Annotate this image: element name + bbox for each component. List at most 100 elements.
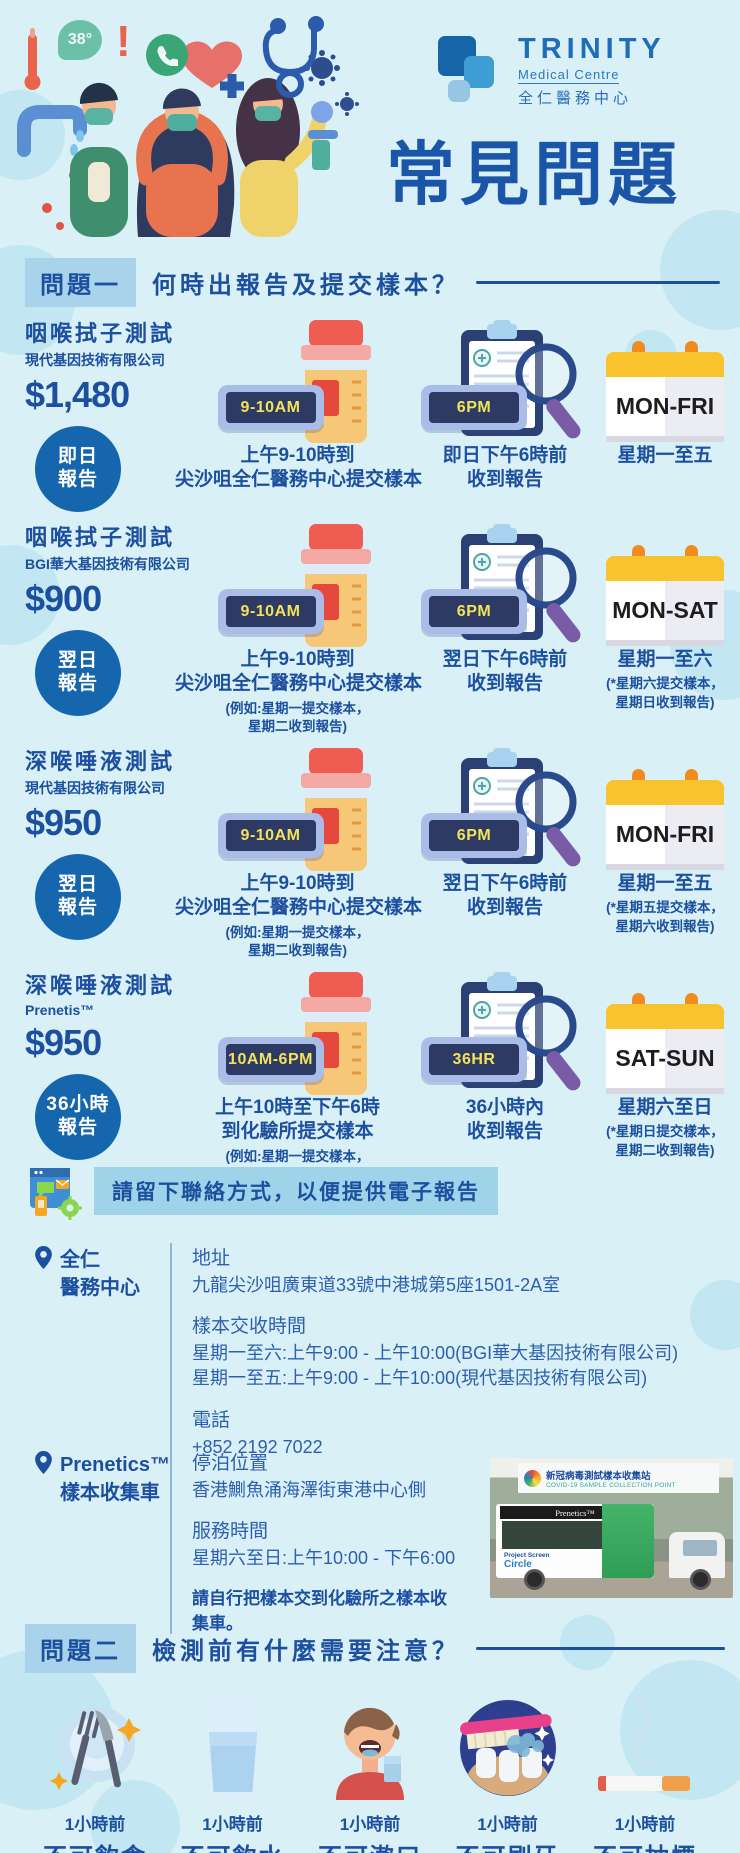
submit-caption: 尖沙咀全仁醫務中心提交樣本 (175, 469, 423, 491)
submit-time-display: 9-10AM (217, 589, 324, 634)
sample-bottle-icon: 9-10AM (217, 748, 378, 872)
location-pin-icon (35, 1246, 52, 1269)
trinity-logo-mark-icon (438, 34, 504, 106)
deco-blob (560, 1615, 615, 1670)
submit-time-display: 9-10AM (217, 813, 324, 859)
calendar-icon: SAT-SUN (606, 993, 724, 1089)
report-speed-badge: 即日 報告 (35, 426, 121, 512)
test-name: 咽喉拭子測試 (25, 525, 176, 550)
truck-footnote: 請自行把樣本交到化驗所之樣本收集車。 (192, 1589, 447, 1634)
sample-hours-block: 樣本交收時間 星期一至六:上午9:00 - 上午10:00(BGI華大基因技術有… (192, 1316, 679, 1389)
report-speed-badge: 翌日 報告 (35, 854, 121, 941)
calendar-icon: MON-FRI (606, 769, 724, 865)
submit-column: 9-10AM 上午9-10時到 尖沙咀全仁醫務中心提交樣本 (175, 316, 423, 496)
pre-test-rules: 1小時前 不可飲食 1小時前 不可飲水 (0, 1690, 740, 1853)
address-block: 地址 九龍尖沙咀廣東道33號中港城第5座1501-2A室 (192, 1248, 561, 1295)
parking-block: 停泊位置 香港鰂魚涌海澤街東港中心側 (192, 1453, 426, 1500)
test-provider: 現代基因技術有限公司 (25, 780, 165, 797)
submit-note: (例如:星期一提交樣本， 星期二收到報告) (225, 924, 370, 958)
sample-bottle-icon: 10AM-6PM (217, 972, 378, 1096)
phone-icon (146, 34, 188, 76)
days-column: MON-FRI 星期一至五 (590, 316, 740, 471)
test-section: 深喉唾液測試 Prenetis™ $950 36小時 報告 (0, 968, 740, 1184)
submit-caption: 上午9-10時到 (240, 445, 355, 466)
report-column: 6PM 翌日下午6時前 收到報告 (420, 520, 590, 697)
days-note: (*星期日提交樣本， 星期二收到報告) (606, 1124, 724, 1158)
people-illustration: 38° ! (0, 12, 360, 237)
report-speed-badge: 36小時 報告 (35, 1074, 121, 1161)
rule-item: 1小時前 不可飲水 (168, 1690, 298, 1853)
thermometer-icon (24, 28, 41, 90)
temperature-value: 38° (67, 31, 93, 48)
report-caption: 36小時內 (465, 1097, 545, 1119)
question1-header: 問題一 何時出報告及提交樣本？ (25, 258, 720, 307)
report-caption: 即日下午6時前 (442, 445, 568, 466)
question2-header: 問題二 檢測前有什麼需要注意？ (25, 1624, 725, 1673)
submit-caption: 尖沙咀全仁醫務中心提交樣本 (175, 897, 423, 919)
days-note: (*星期六提交樣本， 星期日收到報告) (606, 676, 724, 710)
faucet-icon (17, 105, 87, 157)
submit-caption: 上午9-10時到 (240, 649, 355, 670)
exclamation-icon: ! (116, 17, 131, 66)
e-report-notice: 請留下聯絡方式，以便提供電子報告 (28, 1162, 498, 1220)
virus-icon (42, 203, 52, 213)
heart-icon (182, 41, 244, 98)
report-caption: 收到報告 (466, 897, 543, 919)
phone-number: +852 2192 7022 (192, 1436, 323, 1457)
trinity-logo: TRINITY Medical Centre 全仁醫務中心 (438, 24, 723, 116)
contact-prenetics-truck: Prenetics™ 樣本收集車 停泊位置 香港鰂魚涌海澤街東港中心側 服務時間… (35, 1448, 735, 1635)
glove-icon (311, 101, 333, 123)
submit-caption: 到化驗所提交樣本 (221, 1121, 374, 1143)
report-time-display: 6PM (421, 385, 527, 430)
submit-note: (例如:星期一提交樣本， 星期二收到報告) (225, 700, 370, 734)
contact-name: Prenetics™ 樣本收集車 (59, 1454, 170, 1504)
submit-caption: 上午9-10時到 (240, 873, 355, 895)
rule-item: 1小時前 不可飲食 (30, 1690, 160, 1853)
page-title: 常見問題 (386, 136, 682, 213)
contact-name: 全仁 醫務中心 (60, 1249, 140, 1299)
days-caption: 星期一至五 (617, 445, 713, 466)
rule-item: 1小時前 不可抽煙 (580, 1690, 710, 1853)
magnifier-icon (515, 771, 577, 833)
test-price: $900 (25, 578, 102, 619)
e-report-icon (30, 1168, 82, 1220)
report-caption: 翌日下午6時前 (442, 649, 568, 670)
spray-bottle-icon (312, 140, 330, 170)
test-section: 咽喉拭子測試 現代基因技術有限公司 $1,480 即日 報告 (0, 316, 740, 512)
submit-time-display: 9-10AM (217, 385, 324, 430)
submit-column: 9-10AM 上午9-10時到 尖沙咀全仁醫務中心提交樣本 (例如:星期一提交樣… (175, 744, 423, 960)
report-clipboard-icon: 36HR (421, 972, 589, 1096)
no-gargle-icon (305, 1690, 435, 1800)
test-info: 深喉唾液測試 Prenetis™ $950 36小時 報告 (25, 968, 175, 1161)
report-time-display: 6PM (421, 589, 527, 634)
test-provider: BGI華大基因技術有限公司 (25, 556, 190, 572)
collection-point-sign: 新冠病毒測試樣本收集站 COVID-19 SAMPLE COLLECTION P… (518, 1463, 719, 1493)
logo-chinese-name: 全仁醫務中心 (518, 89, 633, 107)
stethoscope-icon (262, 16, 324, 98)
test-provider: Prenetis™ (25, 1002, 95, 1019)
days-column: MON-FRI 星期一至五 (*星期五提交樣本， 星期六收到報告) (590, 744, 740, 936)
report-clipboard-icon: 6PM (421, 748, 589, 872)
report-caption: 翌日下午6時前 (442, 873, 568, 895)
report-column: 36HR 36小時內 收到報告 (420, 968, 590, 1145)
report-clipboard-icon: 6PM (421, 320, 589, 444)
report-clipboard-icon: 6PM (421, 524, 589, 648)
test-section: 咽喉拭子測試 BGI華大基因技術有限公司 $900 翌日 報告 (0, 520, 740, 736)
deco-blob (90, 1780, 180, 1853)
question1-title: 何時出報告及提交樣本？ (152, 272, 460, 299)
no-drinking-icon (168, 1690, 298, 1800)
contact-trinity-centre: 全仁 醫務中心 地址 九龍尖沙咀廣東道33號中港城第5座1501-2A室 樣本交… (35, 1243, 720, 1473)
calendar-icon: MON-SAT (606, 545, 724, 640)
no-brushing-icon (443, 1690, 573, 1800)
report-time-display: 36HR (421, 1037, 527, 1083)
divider-line (476, 281, 720, 284)
test-info: 咽喉拭子測試 BGI華大基因技術有限公司 $900 翌日 報告 (25, 520, 190, 716)
question2-label-badge: 問題二 (25, 1624, 136, 1673)
submit-caption: 上午10時至下午6時 (215, 1097, 380, 1119)
test-name: 咽喉拭子測試 (25, 321, 176, 346)
magnifier-icon (515, 343, 577, 405)
test-list: 咽喉拭子測試 現代基因技術有限公司 $1,480 即日 報告 (0, 316, 740, 1192)
temperature-bubble: 38° (58, 20, 102, 60)
rule-item: 1小時前 不可漱口 (305, 1690, 435, 1853)
virus-icon (56, 222, 64, 230)
